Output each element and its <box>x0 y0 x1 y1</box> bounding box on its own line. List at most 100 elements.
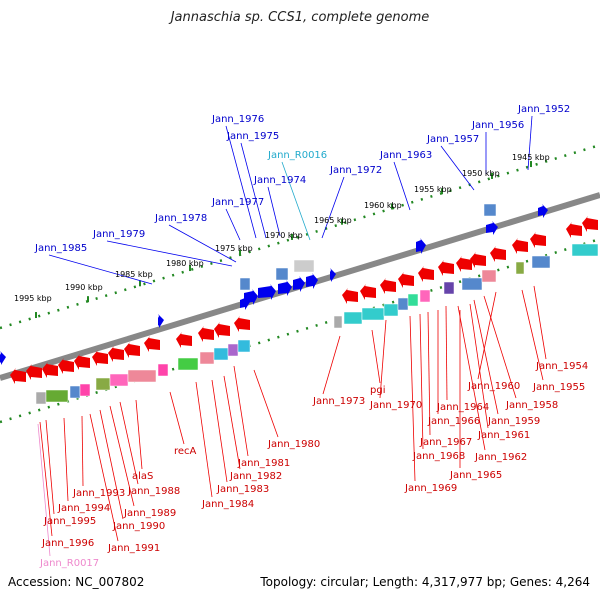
feature-block <box>407 293 419 307</box>
scale-tick-label: 1990 kbp <box>65 283 103 292</box>
feature-block <box>227 343 239 357</box>
leader-Jann_1952 <box>527 115 533 171</box>
leader-Jann_1976 <box>225 125 257 239</box>
minus-gene-arrow <box>582 216 598 232</box>
scale-tick-label: 1985 kbp <box>115 270 153 279</box>
feature-block <box>343 311 363 325</box>
minus-gene-arrow <box>490 246 506 262</box>
minus-gene-arrow <box>42 362 58 378</box>
gene-label-Jann_1982: Jann_1982 <box>229 471 282 482</box>
minus-gene-arrow <box>418 266 434 282</box>
feature-block <box>443 281 455 295</box>
leader-Jann_1993 <box>81 415 84 487</box>
gene-label-Jann_1968: Jann_1968 <box>412 451 465 462</box>
feature-block <box>531 255 551 269</box>
leader-Jann_1974 <box>267 186 281 237</box>
feature-block <box>483 203 497 217</box>
scale-tick-label: 1950 kbp <box>462 169 500 178</box>
leader-Jann_1977 <box>225 208 241 241</box>
minus-gene-arrow <box>108 346 124 362</box>
plus-gene-arrow <box>538 204 548 218</box>
minus-gene-arrow <box>456 256 472 272</box>
plus-gene-arrow <box>330 268 336 282</box>
leader-Jann_1988 <box>119 401 139 485</box>
plus-gene-arrow <box>158 314 164 328</box>
feature-block <box>361 307 385 321</box>
feature-block <box>237 339 251 353</box>
gene-label-Jann_1974: Jann_1974 <box>253 175 306 186</box>
scale-tick-label: 1975 kbp <box>215 244 253 253</box>
feature-block <box>199 351 215 365</box>
leader-Jann_1984 <box>195 381 213 498</box>
leader-Jann_1960 <box>477 291 497 380</box>
minus-gene-arrow <box>234 316 250 332</box>
leader-Jann_1968 <box>419 313 424 450</box>
plus-gene-arrow <box>486 221 498 235</box>
accession-text: Accession: NC_007802 <box>8 575 145 589</box>
gene-label-Jann_1967: Jann_1967 <box>419 437 472 448</box>
gene-label-Jann_1957: Jann_1957 <box>426 134 479 145</box>
gene-label-Jann_1975: Jann_1975 <box>226 131 279 142</box>
gene-label-Jann_1959: Jann_1959 <box>487 416 540 427</box>
feature-block <box>213 347 229 361</box>
leader-Jann_1989 <box>109 405 135 507</box>
feature-block <box>127 369 157 383</box>
plus-gene-arrow <box>240 296 250 310</box>
gene-label-recA: recA <box>174 446 197 457</box>
gene-label-Jann_1961: Jann_1961 <box>477 430 530 441</box>
leader-Jann_1972 <box>321 176 345 239</box>
gene-label-Jann_1984: Jann_1984 <box>201 499 254 510</box>
feature-block <box>571 243 599 257</box>
leader-Jann_1980 <box>253 369 279 438</box>
gene-label-Jann_1983: Jann_1983 <box>216 484 269 495</box>
leader-Jann_1983 <box>211 379 228 483</box>
minus-gene-arrow <box>512 238 528 254</box>
gene-label-Jann_1980: Jann_1980 <box>267 439 320 450</box>
leader-Jann_1973 <box>322 335 341 395</box>
scale-tick-label: 1960 kbp <box>364 201 402 210</box>
feature-block <box>35 391 47 405</box>
label-leaders <box>37 115 547 557</box>
leader-Jann_1958 <box>483 295 517 399</box>
scale-tick-label: 1970 kbp <box>265 231 303 240</box>
feature-block <box>383 303 399 317</box>
leader-Jann_R0016 <box>281 161 311 241</box>
feature-tracks <box>0 203 599 405</box>
minus-gene-arrow <box>470 252 486 268</box>
feature-block <box>157 363 169 377</box>
minus-gene-arrow <box>380 278 396 294</box>
minus-gene-arrow <box>144 336 160 352</box>
minus-gene-arrow <box>214 322 230 338</box>
leader-Jann_1954 <box>533 285 547 360</box>
scale-tick-label: 1965 kbp <box>314 216 352 225</box>
leader-Jann_R0017 <box>37 423 51 557</box>
plus-gene-arrow <box>278 280 292 296</box>
minus-gene-arrow <box>58 358 74 374</box>
feature-block <box>515 261 525 275</box>
leader-Jann_1963 <box>393 161 411 211</box>
leader-Jann_1961 <box>469 303 489 429</box>
gene-label-Jann_1969: Jann_1969 <box>404 483 457 494</box>
feature-block <box>461 277 483 291</box>
feature-block <box>333 315 343 329</box>
gene-label-Jann_1960: Jann_1960 <box>467 381 520 392</box>
gene-label-Jann_1994: Jann_1994 <box>57 503 110 514</box>
gene-labels: 1945 kbp 1950 kbp 1955 kbp 1960 kbp 1965 kbp… <box>14 104 588 569</box>
minus-gene-arrow <box>198 326 214 342</box>
gene-label-Jann_1955: Jann_1955 <box>532 382 585 393</box>
gene-label-Jann_1963: Jann_1963 <box>379 150 432 161</box>
minus-gene-arrow <box>566 222 582 238</box>
gene-label-Jann_1996: Jann_1996 <box>41 538 94 549</box>
leader-Jann_1979 <box>106 240 233 267</box>
leader-Jann_1967 <box>427 311 431 436</box>
feature-block <box>481 269 497 283</box>
feature-block <box>177 357 199 371</box>
plus-gene-arrow <box>416 238 426 254</box>
gene-label-Jann_1993: Jann_1993 <box>72 488 125 499</box>
scale-tick-label: 1955 kbp <box>414 185 452 194</box>
gene-label-Jann_1965: Jann_1965 <box>449 470 502 481</box>
gene-label-Jann_1981: Jann_1981 <box>237 458 290 469</box>
leader-alaS <box>135 399 143 470</box>
leader-Jann_1978 <box>168 224 237 263</box>
